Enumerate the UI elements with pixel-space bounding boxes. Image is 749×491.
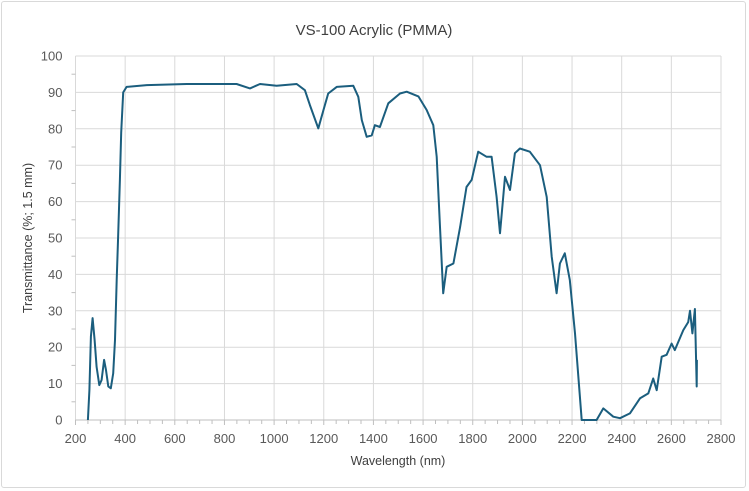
- x-tick-label: 1800: [458, 431, 487, 446]
- tick-labels: 0 10 20 30 40 50 60 70 80 90 100 200 400 600 800 1000 12…: [41, 49, 736, 447]
- x-tick-label: 400: [114, 431, 136, 446]
- x-tick-label: 800: [214, 431, 236, 446]
- y-tick-label: 20: [48, 340, 62, 355]
- x-tick-label: 1600: [409, 431, 438, 446]
- y-tick-label: 50: [48, 231, 62, 246]
- y-tick-label: 40: [48, 267, 62, 282]
- x-tick-label: 1000: [260, 431, 289, 446]
- gridlines: [75, 55, 722, 421]
- x-tick-label: 200: [65, 431, 87, 446]
- y-tick-label: 90: [48, 85, 62, 100]
- x-tick-label: 1400: [359, 431, 388, 446]
- y-tick-label: 100: [41, 49, 63, 64]
- x-tick-label: 2600: [657, 431, 686, 446]
- y-axis-label: Transmittance (%; 1.5 mm): [21, 163, 35, 313]
- x-tick-label: 2000: [508, 431, 537, 446]
- x-tick-label: 2800: [707, 431, 736, 446]
- x-tick-label: 600: [164, 431, 186, 446]
- chart-title: VS-100 Acrylic (PMMA): [296, 22, 453, 39]
- y-tick-label: 30: [48, 303, 62, 318]
- x-tick-label: 2200: [558, 431, 587, 446]
- y-tick-label: 10: [48, 376, 62, 391]
- series-line: [86, 83, 698, 421]
- y-tick-label: 0: [55, 413, 62, 428]
- x-tick-label: 2400: [607, 431, 636, 446]
- y-tick-label: 60: [48, 194, 62, 209]
- x-axis-label: Wavelength (nm): [351, 454, 446, 468]
- x-tick-label: 1200: [309, 431, 338, 446]
- axis-ticks: [71, 73, 722, 425]
- y-tick-label: 70: [48, 158, 62, 173]
- y-tick-label: 80: [48, 121, 62, 136]
